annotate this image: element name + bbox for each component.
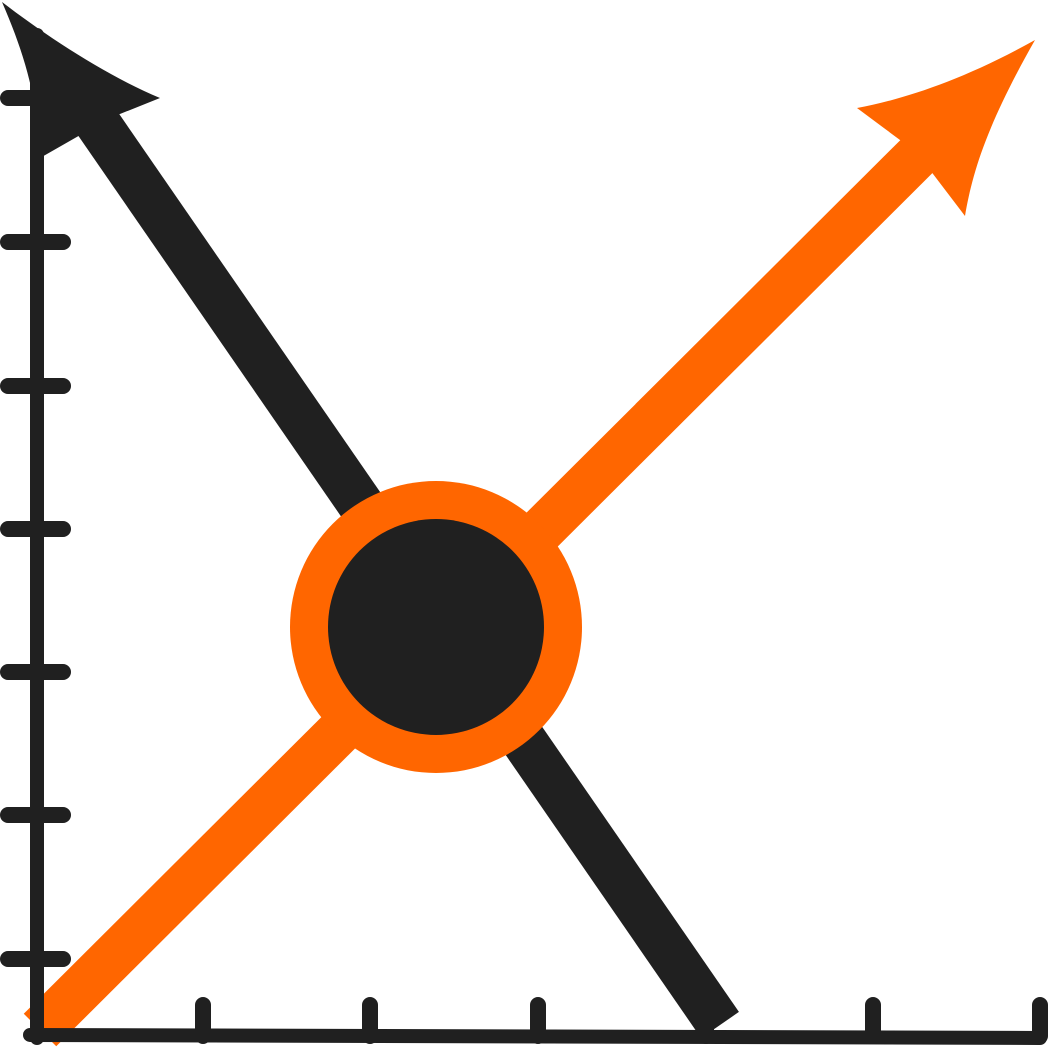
rising-arrow-head (857, 40, 1035, 216)
intersection-point-core (328, 519, 544, 735)
axis-ticks (0, 90, 1048, 1044)
